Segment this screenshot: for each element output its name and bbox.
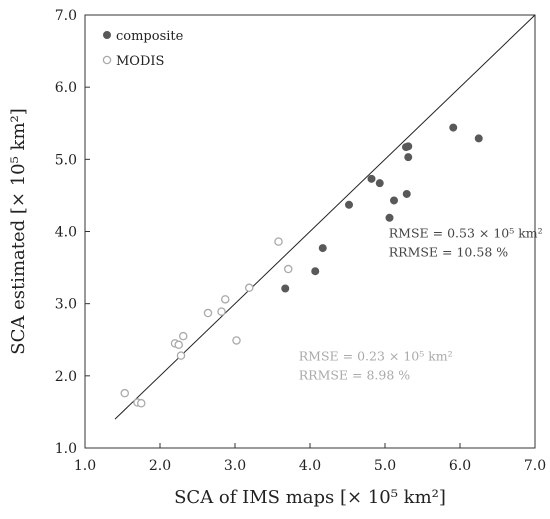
composite-point <box>344 200 353 209</box>
composite-point <box>389 196 398 205</box>
reference-line-layer <box>114 14 536 420</box>
composite-point <box>311 267 320 276</box>
y-tick-label: 7.0 <box>55 8 77 24</box>
annotation-text: RRMSE = 8.98 % <box>299 368 411 383</box>
x-tick-label: 3.0 <box>224 458 246 474</box>
modis-point <box>136 399 146 408</box>
y-tick-label: 5.0 <box>55 152 77 168</box>
x-tick-label: 6.0 <box>449 458 471 474</box>
y-tick-label: 3.0 <box>55 297 77 313</box>
composite-point <box>281 284 290 293</box>
legend: composite MODIS <box>102 29 184 69</box>
composite-point <box>375 179 384 188</box>
modis-point <box>174 340 183 350</box>
legend-marker <box>102 55 112 65</box>
annotation-text: RMSE = 0.53 × 10⁵ km² <box>389 225 543 240</box>
x-tick-label: 5.0 <box>374 458 396 474</box>
x-tick-label: 4.0 <box>299 458 321 474</box>
modis-point <box>203 308 213 318</box>
x-axis-title: SCA of IMS maps [× 10⁵ km²] <box>174 487 446 508</box>
composite-point <box>385 213 394 222</box>
composite-point <box>404 142 413 151</box>
x-tick-label: 7.0 <box>524 458 546 474</box>
y-tick-label: 1.0 <box>55 441 77 457</box>
annotation-text: RRMSE = 10.58 % <box>389 244 508 259</box>
modis-point <box>283 264 293 274</box>
composite-point <box>367 174 376 183</box>
legend-marker <box>103 30 112 39</box>
modis-point <box>274 237 283 246</box>
axes: 1.0 2.0 3.0 4.0 5.0 6.0 7.0 1.0 2.0 3.0 4.0 5.0 6.0 7… <box>55 8 546 474</box>
modis-point <box>217 307 226 316</box>
reference-line <box>114 14 536 420</box>
modis-point <box>178 331 188 341</box>
modis-point <box>220 295 230 304</box>
legend-label: MODIS <box>116 54 164 69</box>
composite-point <box>318 244 327 253</box>
composite-point <box>402 189 411 198</box>
y-tick-label: 6.0 <box>55 80 77 96</box>
modis-point <box>232 336 241 345</box>
modis-point <box>244 283 254 293</box>
composite-point <box>474 134 483 143</box>
y-tick-label: 2.0 <box>55 369 77 385</box>
composite-point <box>449 123 458 132</box>
legend-label: composite <box>116 29 184 44</box>
modis-point <box>120 388 130 398</box>
annotation-text: RMSE = 0.23 × 10⁵ km² <box>299 349 453 364</box>
modis-point <box>176 351 186 360</box>
annotations: RMSE = 0.53 × 10⁵ km² RRMSE = 10.58 % RMSE… <box>299 225 543 382</box>
y-axis-title: SCA estimated [× 10⁵ km²] <box>8 108 29 355</box>
composite-point <box>404 153 413 162</box>
data-points <box>120 123 483 408</box>
y-tick-label: 4.0 <box>55 225 77 241</box>
x-tick-label: 2.0 <box>149 458 171 474</box>
x-tick-label: 1.0 <box>74 458 96 474</box>
